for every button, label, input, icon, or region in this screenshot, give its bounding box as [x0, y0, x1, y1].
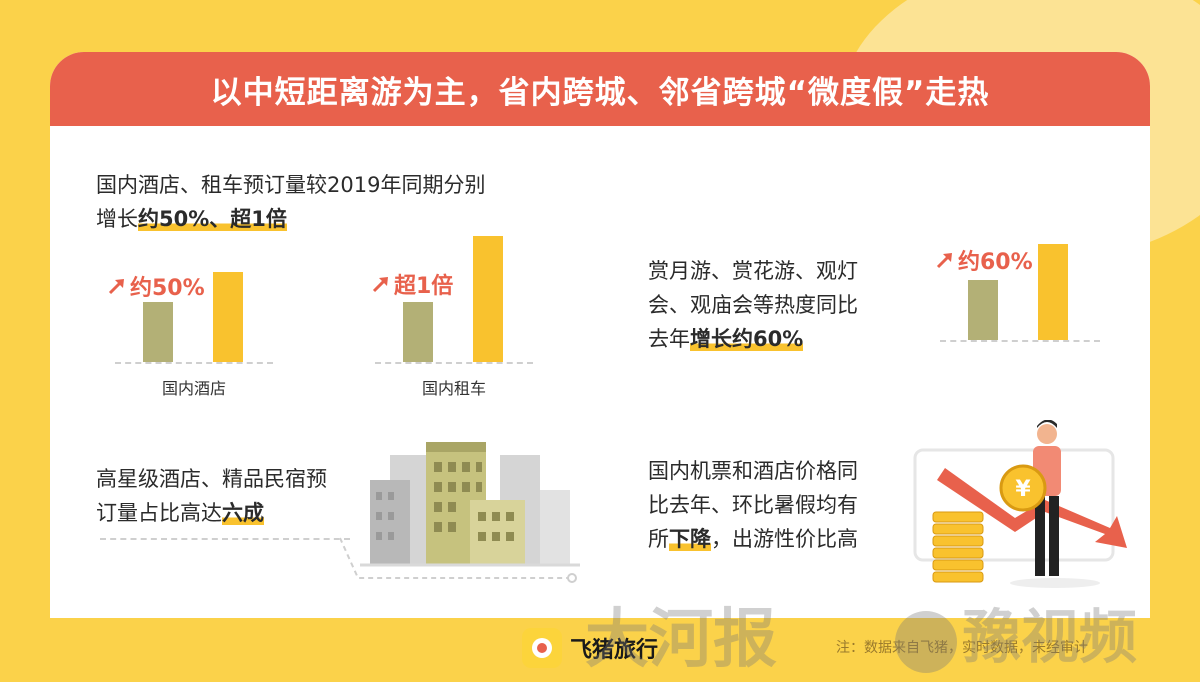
section3-prefix: 订量占比高达 [96, 501, 222, 525]
building-left-windows [376, 492, 394, 540]
page-title: 以中短距离游为主，省内跨城、邻省跨城“微度假”走热 [210, 74, 990, 111]
bar-chart-2-baseline [375, 362, 533, 364]
section2-line2: 会、观庙会等热度同比 [648, 293, 858, 317]
building-back-3 [540, 490, 570, 565]
bar-chart-1-bar-prev [143, 302, 173, 362]
section1-prefix: 增长 [96, 207, 138, 231]
bar-chart-2-bar-prev [403, 302, 433, 362]
bar-chart-3-bar-curr [1038, 244, 1068, 340]
play-icon [895, 611, 957, 673]
trend-up-arrow-icon [108, 279, 124, 295]
section4-highlight: 下降 [669, 527, 711, 551]
watermark-right-text: 豫视频 [963, 603, 1138, 671]
section4-suffix: ，出游性价比高 [711, 527, 858, 551]
buildings-illustration [360, 442, 580, 567]
building-main-roof [426, 442, 486, 452]
bar-chart-1-annotation-text: 约50% [130, 276, 205, 301]
bar-chart-2-annotation: 超1倍 [372, 268, 453, 300]
section3-divider [100, 538, 350, 540]
header-banner: 以中短距离游为主，省内跨城、邻省跨城“微度假”走热 [50, 52, 1150, 126]
bar-chart-2-category-label: 国内租车 [421, 379, 486, 398]
logo-text: 飞猪旅行 [570, 638, 659, 663]
bar-chart-2-annotation-text: 超1倍 [394, 274, 454, 299]
trend-up-arrow-icon [936, 253, 952, 269]
section3-line2: 订量占比高达六成 [96, 496, 327, 530]
section3-line1: 高星级酒店、精品民宿预 [96, 467, 327, 491]
bar-chart-1-category-label: 国内酒店 [161, 379, 226, 398]
price-drop-illustration: ¥ [913, 420, 1127, 588]
bar-chart-2-bar-curr [473, 236, 503, 362]
section3-text: 高星级酒店、精品民宿预 订量占比高达六成 [96, 462, 327, 530]
footnote: 注：数据来自飞猪，实时数据，未经审计 [836, 640, 1088, 656]
footer-logo: 飞猪旅行 [522, 628, 658, 668]
section2-line3: 去年增长约60% [648, 322, 858, 356]
building-windows [434, 462, 514, 541]
bar-chart-1-bar-curr [213, 272, 243, 362]
section2-text: 赏月游、赏花游、观灯 会、观庙会等热度同比 去年增长约60% [648, 254, 858, 356]
bar-chart-3-annotation-text: 约60% [958, 250, 1033, 275]
section4-line3: 所下降，出游性价比高 [648, 522, 858, 556]
section4-line2: 比去年、环比暑假均有 [648, 493, 858, 517]
bar-chart-3-baseline [940, 340, 1100, 342]
section3-connector [340, 537, 577, 583]
bar-chart-3-annotation: 约60% [936, 244, 1033, 276]
watermark-left: 大河报 [585, 602, 777, 677]
fliggy-logo-icon [522, 628, 562, 668]
bar-chart-3-bar-prev [968, 280, 998, 340]
section2-line1: 赏月游、赏花游、观灯 [648, 259, 858, 283]
section2-prefix: 去年 [648, 327, 690, 351]
section4-prefix: 所 [648, 527, 669, 551]
section1-line1: 国内酒店、租车预订量较2019年同期分别 [96, 173, 486, 197]
coin-symbol: ¥ [1015, 477, 1031, 502]
bar-chart-1-baseline [115, 362, 273, 364]
watermark-right: 豫视频 [895, 590, 1137, 674]
coin-stack-icon [932, 511, 984, 583]
section1-text: 国内酒店、租车预订量较2019年同期分别 增长约50%、超1倍 [96, 168, 485, 236]
section4-line1: 国内机票和酒店价格同 [648, 459, 858, 483]
coin-icon [999, 464, 1047, 512]
section1-line2: 增长约50%、超1倍 [96, 202, 485, 236]
screen-frame [913, 448, 1115, 562]
trend-up-arrow-icon [372, 277, 388, 293]
section4-text: 国内机票和酒店价格同 比去年、环比暑假均有 所下降，出游性价比高 [648, 454, 858, 556]
section1-highlight: 约50%、超1倍 [138, 207, 287, 231]
section3-highlight: 六成 [222, 501, 264, 525]
bar-chart-1-annotation: 约50% [108, 270, 205, 302]
section2-highlight: 增长约60% [690, 327, 804, 351]
